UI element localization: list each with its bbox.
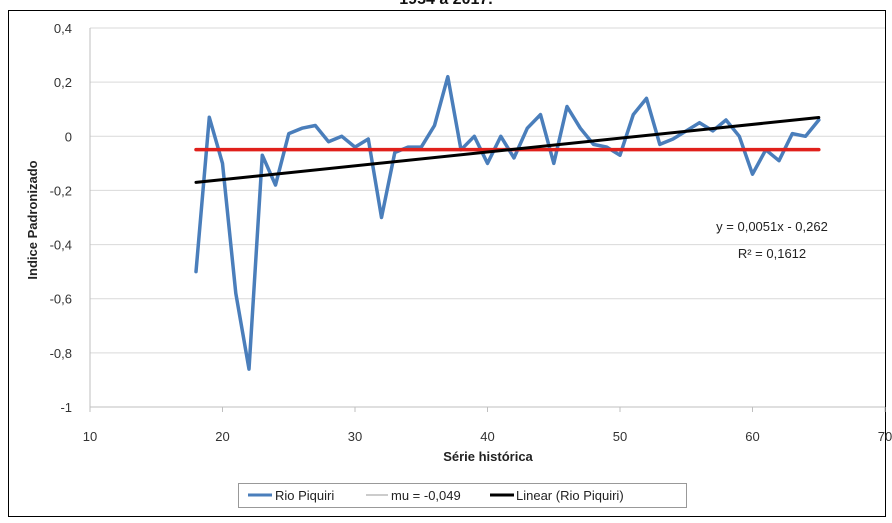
y-tick-label: -0,2 <box>50 183 72 198</box>
grid-lines <box>90 27 885 354</box>
legend-label-rio-piquiri: Rio Piquiri <box>275 488 334 503</box>
legend-item-linear: Linear (Rio Piquiri) <box>490 488 624 503</box>
legend-item-rio-piquiri: Rio Piquiri <box>248 488 334 503</box>
y-tick-label: -0,4 <box>50 238 72 253</box>
x-tick-label: 50 <box>613 429 627 444</box>
legend-label-linear: Linear (Rio Piquiri) <box>516 488 624 503</box>
x-tick-label: 10 <box>83 429 97 444</box>
y-tick-label: -0,6 <box>50 292 72 307</box>
x-axis-title: Série histórica <box>443 449 533 464</box>
y-tick-label: -1 <box>60 400 72 415</box>
y-tick-label: -0,8 <box>50 346 72 361</box>
legend-box <box>238 483 687 508</box>
trendline-r-squared: R² = 0,1612 <box>738 246 806 261</box>
x-tick-label: 20 <box>215 429 229 444</box>
x-tick-label: 30 <box>348 429 362 444</box>
y-tick-label: 0,2 <box>54 75 72 90</box>
y-tick-label: 0,4 <box>54 21 72 36</box>
y-tick-label: 0 <box>65 129 72 144</box>
series-group <box>194 74 821 371</box>
x-tick-label: 60 <box>745 429 759 444</box>
axes: -1 -0,8 -0,6 -0,4 -0,2 0 0,2 0,4 10 20 30 40 50 60 70 <box>50 21 892 444</box>
chart-frame <box>8 10 886 517</box>
trendline-equation: y = 0,0051x - 0,262 <box>716 219 828 234</box>
legend-item-mu: mu = -0,049 <box>366 488 461 503</box>
x-tick-label: 40 <box>480 429 494 444</box>
y-axis-title: Indice Padronizado <box>25 160 40 279</box>
trendline-linear <box>194 116 821 184</box>
chart-title: 1954 a 2017. <box>399 0 492 8</box>
x-tick-label: 70 <box>878 429 892 444</box>
chart-legend: Rio Piquiri mu = -0,049 Linear (Rio Piqu… <box>238 483 687 508</box>
legend-label-mu: mu = -0,049 <box>391 488 461 503</box>
